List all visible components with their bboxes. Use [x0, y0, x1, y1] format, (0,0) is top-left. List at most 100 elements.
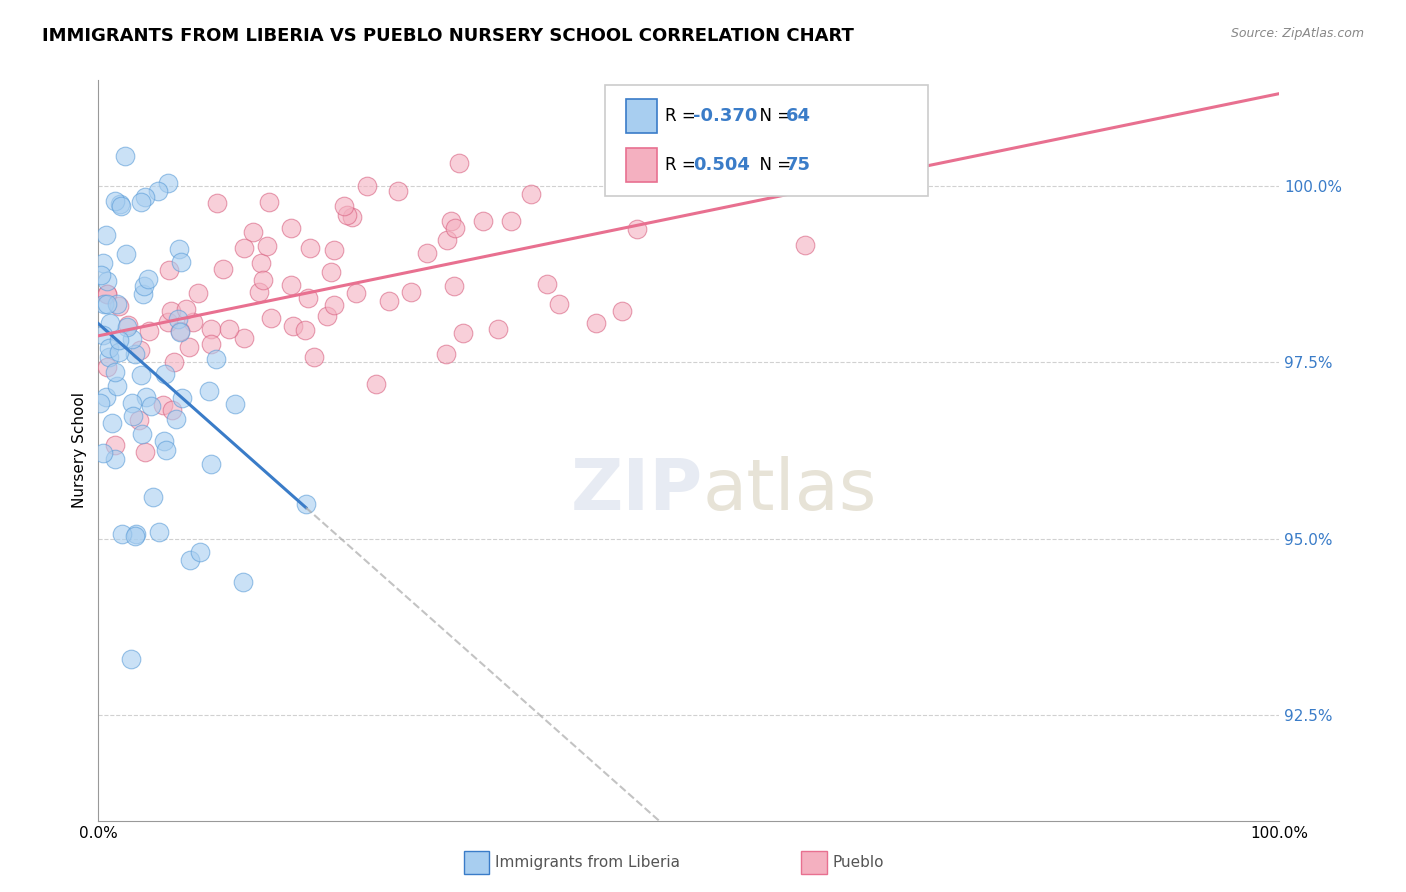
Point	[295, 497, 318, 511]
Point	[138, 324, 160, 338]
Point	[96, 287, 118, 301]
Y-axis label: Nursery School: Nursery School	[72, 392, 87, 508]
Point	[200, 322, 222, 336]
Point	[129, 195, 152, 210]
Point	[316, 309, 339, 323]
Point	[321, 265, 343, 279]
Point	[170, 255, 193, 269]
Point	[124, 529, 146, 543]
Point	[233, 330, 256, 344]
Point	[91, 446, 114, 460]
Point	[90, 268, 112, 282]
Point	[100, 316, 122, 330]
Point	[114, 149, 136, 163]
Point	[142, 490, 165, 504]
Text: N =: N =	[749, 107, 797, 126]
Text: atlas: atlas	[703, 456, 877, 525]
Point	[612, 154, 634, 169]
Point	[148, 525, 170, 540]
Point	[105, 379, 128, 393]
Point	[440, 214, 463, 228]
Point	[181, 315, 204, 329]
Point	[104, 365, 127, 379]
Point	[294, 323, 316, 337]
Point	[117, 318, 139, 333]
Point	[132, 286, 155, 301]
Point	[280, 278, 302, 293]
Point	[205, 351, 228, 366]
Point	[129, 343, 152, 357]
Point	[260, 310, 283, 325]
Point	[283, 319, 305, 334]
Point	[232, 242, 254, 256]
Point	[122, 409, 145, 423]
Point	[187, 286, 209, 301]
Point	[134, 445, 156, 459]
Point	[121, 332, 143, 346]
Point	[250, 256, 273, 270]
Point	[104, 451, 127, 466]
Point	[108, 299, 131, 313]
Point	[224, 397, 246, 411]
Point	[626, 221, 648, 235]
Point	[157, 263, 180, 277]
Point	[387, 185, 409, 199]
Point	[91, 256, 114, 270]
Point	[131, 427, 153, 442]
Point	[152, 398, 174, 412]
Point	[302, 351, 325, 365]
Point	[257, 194, 280, 209]
Point	[108, 334, 131, 348]
Point	[585, 316, 607, 330]
Point	[159, 303, 181, 318]
Point	[131, 368, 153, 382]
Point	[170, 391, 193, 405]
Point	[135, 390, 157, 404]
Point	[247, 285, 270, 299]
Point	[105, 296, 128, 310]
Point	[297, 291, 319, 305]
Point	[136, 272, 159, 286]
Point	[124, 347, 146, 361]
Point	[218, 322, 240, 336]
Point	[115, 247, 138, 261]
Point	[91, 327, 114, 342]
Text: R =: R =	[665, 155, 702, 174]
Point	[323, 243, 346, 257]
Point	[157, 176, 180, 190]
Point	[120, 651, 142, 665]
Point	[104, 194, 127, 208]
Text: IMMIGRANTS FROM LIBERIA VS PUEBLO NURSERY SCHOOL CORRELATION CHART: IMMIGRANTS FROM LIBERIA VS PUEBLO NURSER…	[42, 27, 853, 45]
Point	[356, 179, 378, 194]
Point	[612, 303, 634, 318]
Text: N =: N =	[749, 155, 797, 174]
Point	[340, 210, 363, 224]
Point	[97, 351, 120, 365]
Point	[401, 285, 423, 300]
Point	[486, 322, 509, 336]
Text: R =: R =	[665, 107, 702, 126]
Point	[323, 298, 346, 312]
Text: 0.504: 0.504	[693, 155, 749, 174]
Point	[146, 184, 169, 198]
Point	[167, 243, 190, 257]
Point	[96, 273, 118, 287]
Text: -0.370: -0.370	[693, 107, 758, 126]
Point	[128, 413, 150, 427]
Point	[451, 326, 474, 340]
Point	[132, 279, 155, 293]
Point	[336, 208, 359, 222]
Point	[177, 340, 200, 354]
Point	[547, 297, 569, 311]
Point	[197, 384, 219, 399]
Point	[200, 457, 222, 471]
Point	[162, 355, 184, 369]
Point	[134, 189, 156, 203]
Point	[252, 273, 274, 287]
Point	[174, 301, 197, 316]
Point	[93, 296, 115, 310]
Point	[280, 220, 302, 235]
Text: 64: 64	[786, 107, 811, 126]
Point	[242, 225, 264, 239]
Point	[436, 233, 458, 247]
